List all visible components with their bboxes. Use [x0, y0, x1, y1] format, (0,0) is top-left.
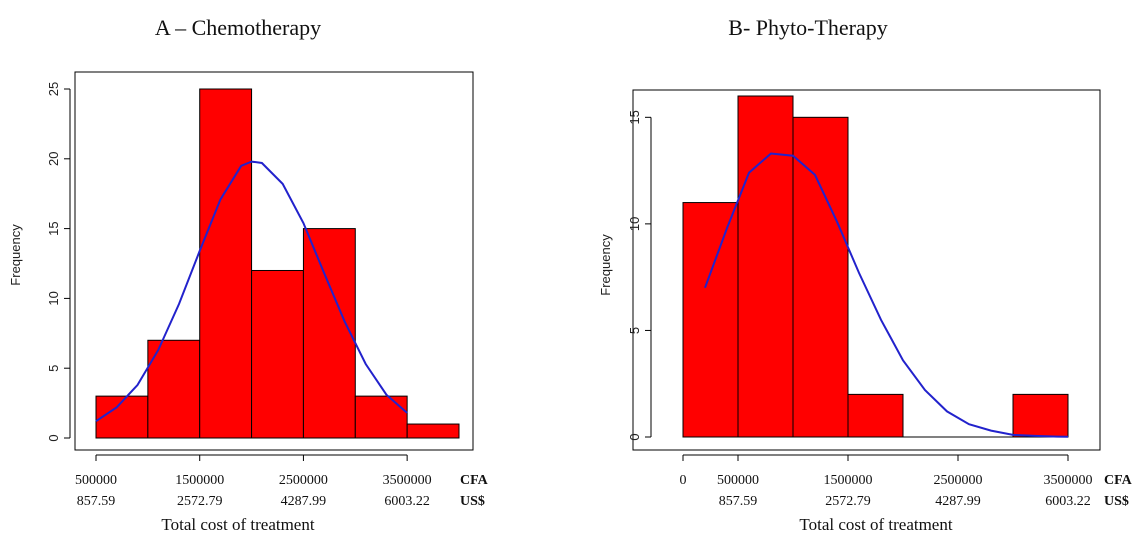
x-tick-label-cfa: 1500000	[175, 473, 224, 488]
phyto-therapy-histogram: B- Phyto-Therapy 0 5 10 15 0 500000 857.59 150…	[598, 15, 1133, 534]
x-tick-label-cfa: 0	[680, 473, 687, 488]
y-tick-label: 5	[46, 365, 61, 372]
normal-density-curve	[95, 160, 408, 423]
y-tick-label: 0	[46, 434, 61, 441]
chemotherapy-histogram: A – Chemotherapy 0 5 10 15 20 25 500000 857.59…	[8, 15, 489, 534]
x-tick-label-usd: 4287.99	[281, 494, 327, 509]
x-axis-label: Total cost of treatment	[799, 515, 952, 534]
x-axis: 500000 857.59 1500000 2572.79 2500000 4287.99…	[75, 454, 432, 509]
normal-density-curve	[704, 152, 1069, 438]
x-tick-label-cfa: 500000	[717, 473, 759, 488]
y-axis-label: Frequency	[8, 224, 23, 286]
y-tick-label: 10	[46, 291, 61, 305]
x-tick-label-usd: 2572.79	[825, 494, 871, 509]
y-tick-label: 0	[627, 433, 642, 440]
histogram-bar	[406, 423, 460, 439]
histogram-bar	[1012, 393, 1069, 438]
y-axis-label: Frequency	[598, 234, 613, 296]
plot-frame	[632, 89, 1101, 451]
histogram-bar	[682, 202, 739, 438]
x-tick-label-usd: 4287.99	[935, 494, 981, 509]
histogram-bar	[302, 228, 356, 439]
y-axis: 0 5 10 15	[627, 110, 652, 441]
x-tick-label-cfa: 1500000	[824, 473, 873, 488]
y-tick-label: 25	[46, 82, 61, 96]
x-axis-label: Total cost of treatment	[161, 515, 314, 534]
currency-label-cfa: CFA	[1104, 473, 1133, 488]
plot-frame	[74, 71, 474, 451]
histogram-bar	[847, 393, 904, 438]
y-tick-label: 15	[46, 221, 61, 235]
x-tick-label-usd: 857.59	[719, 494, 758, 509]
currency-label-cfa: CFA	[460, 473, 489, 488]
y-tick-label: 15	[627, 110, 642, 124]
currency-label-usd: US$	[460, 494, 485, 509]
y-tick-label: 20	[46, 152, 61, 166]
histogram-bar	[354, 395, 408, 439]
histogram-bar	[737, 95, 794, 438]
histogram-bar	[147, 339, 201, 439]
x-tick-label-usd: 2572.79	[177, 494, 223, 509]
histogram-bars	[682, 95, 1069, 438]
histogram-bar	[251, 269, 304, 439]
y-tick-label: 10	[627, 217, 642, 231]
histogram-bars	[95, 88, 460, 439]
chart-title: A – Chemotherapy	[155, 15, 321, 40]
x-tick-label-cfa: 3500000	[1044, 473, 1093, 488]
histogram-bar	[199, 88, 253, 439]
x-tick-label-usd: 857.59	[77, 494, 116, 509]
x-tick-label-cfa: 500000	[75, 473, 117, 488]
x-tick-label-usd: 6003.22	[384, 494, 430, 509]
y-tick-label: 5	[627, 327, 642, 334]
x-tick-label-cfa: 2500000	[934, 473, 983, 488]
histogram-bar	[792, 116, 849, 438]
x-tick-label-cfa: 2500000	[279, 473, 328, 488]
chart-title: B- Phyto-Therapy	[728, 15, 887, 40]
currency-label-usd: US$	[1104, 494, 1129, 509]
x-tick-label-cfa: 3500000	[383, 473, 432, 488]
x-axis: 0 500000 857.59 1500000 2572.79 2500000 4287.9…	[680, 454, 1093, 509]
y-axis: 0 5 10 15 20 25	[46, 82, 71, 442]
x-tick-label-usd: 6003.22	[1045, 494, 1091, 509]
